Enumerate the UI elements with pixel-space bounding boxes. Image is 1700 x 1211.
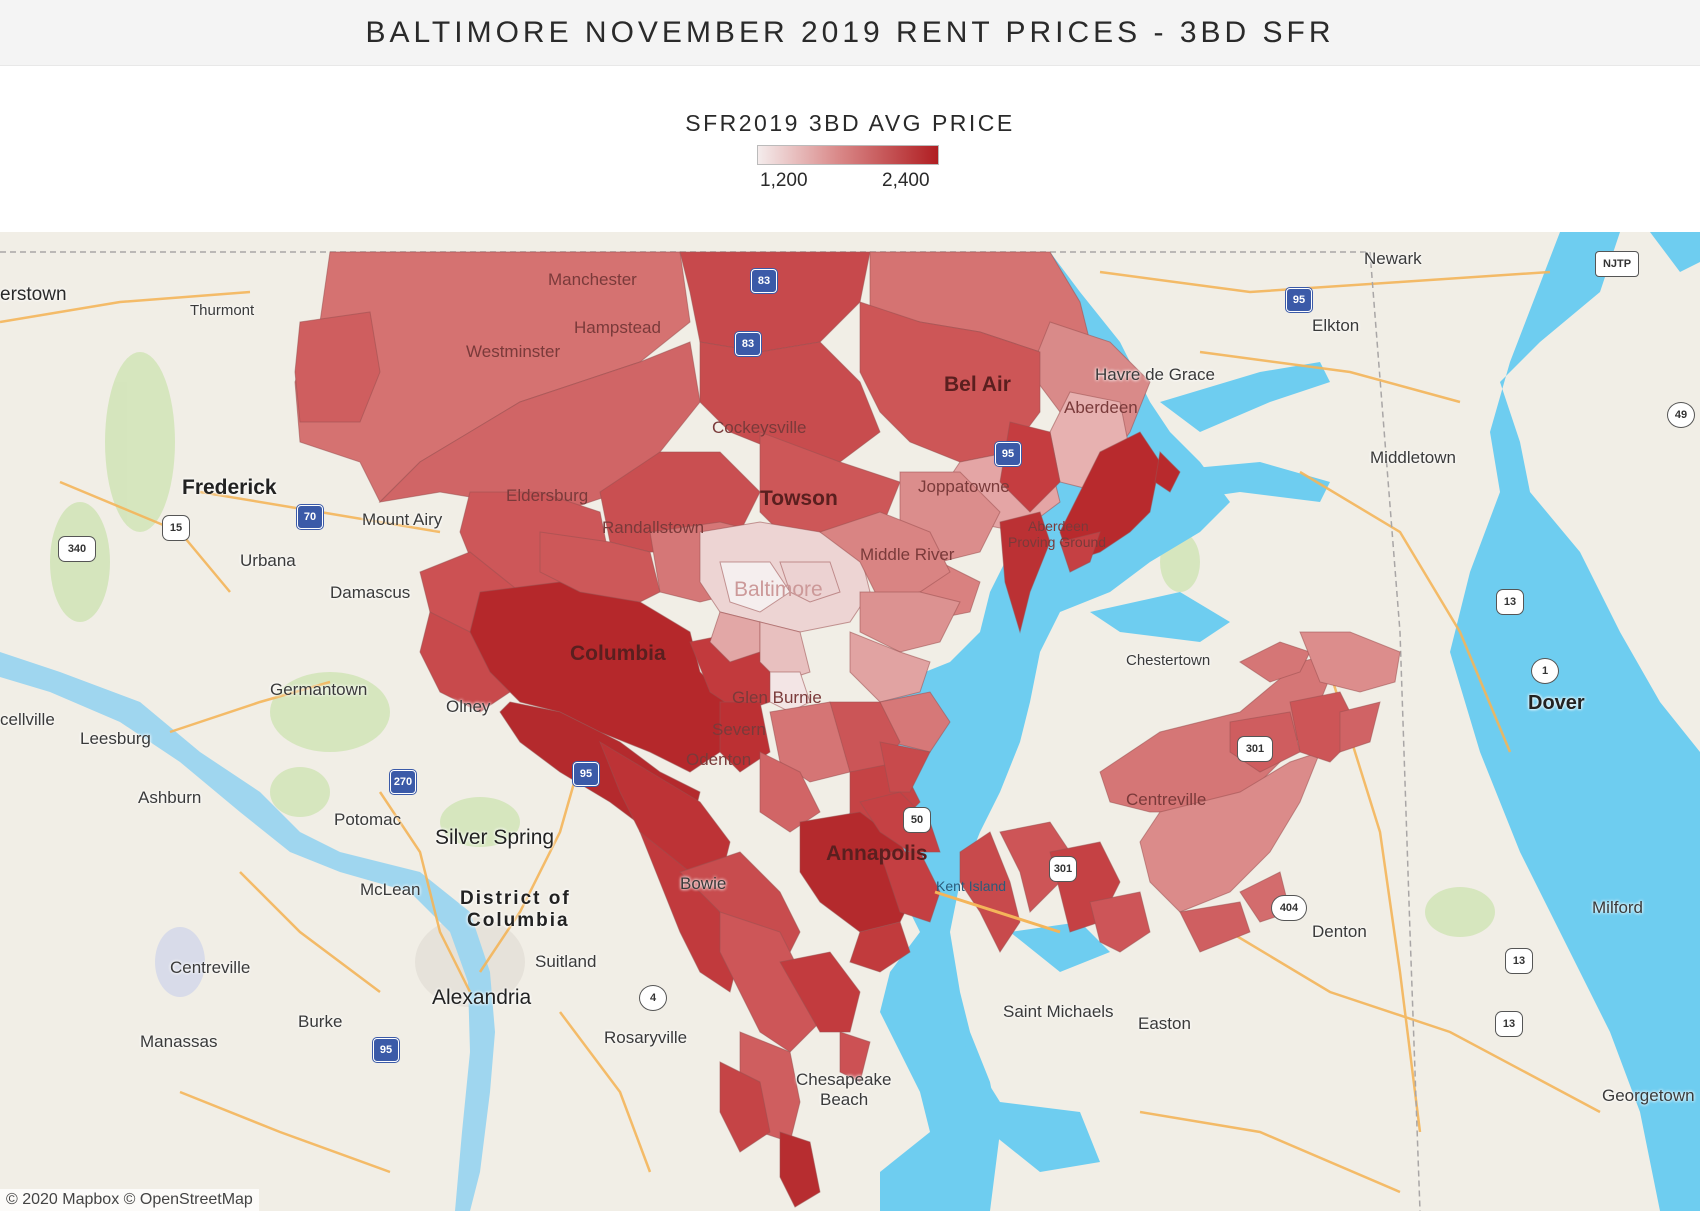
us-50-shield-icon: 50: [904, 808, 930, 832]
interstate-95-shield-icon: 95: [573, 762, 599, 786]
place-label-kent-island: Kent Island: [936, 878, 1007, 894]
place-label-bel-air: Bel Air: [944, 373, 1011, 396]
place-label-manassas: Manassas: [140, 1032, 218, 1051]
us-301-kent-shield-icon: 301: [1050, 857, 1076, 881]
place-label-centreville-md: Centreville: [1126, 790, 1207, 809]
de-1-shield-icon: 1: [1532, 659, 1558, 683]
place-label-district-line2: Columbia: [467, 910, 570, 931]
place-label-mount-airy: Mount Airy: [362, 510, 443, 529]
us-301-shield-icon: 301: [1238, 737, 1272, 761]
place-label-annapolis: Annapolis: [826, 842, 928, 865]
place-label-olney: Olney: [446, 697, 491, 716]
md-404-shield-icon: 404: [1272, 896, 1306, 920]
place-label-baltimore: Baltimore: [734, 578, 823, 601]
place-label-milford: Milford: [1592, 898, 1644, 917]
place-label-aberdeen-pg-line1: Aberdeen: [1028, 518, 1089, 534]
interstate-83-shield-icon: 83: [751, 269, 777, 293]
place-label-dover: Dover: [1528, 692, 1585, 714]
place-label-cellville: cellville: [0, 710, 55, 729]
legend-gradient-bar: [757, 145, 939, 165]
place-label-newark: Newark: [1364, 249, 1422, 268]
place-label-eldersburg: Eldersburg: [506, 486, 589, 505]
place-label-havre-de-grace: Havre de Grace: [1095, 365, 1215, 384]
place-label-randallstown: Randallstown: [602, 518, 705, 537]
place-label-suitland: Suitland: [535, 952, 597, 971]
md-4-shield-icon: 4: [640, 986, 666, 1010]
place-label-district-line1: District of: [460, 888, 571, 909]
place-label-urbana: Urbana: [240, 551, 296, 570]
place-label-silver-spring: Silver Spring: [435, 826, 555, 849]
interstate-95-ne-shield-icon: 95: [1286, 288, 1312, 312]
place-label-cockeysville: Cockeysville: [712, 418, 807, 437]
choropleth-map[interactable]: erstown Thurmont Frederick Mount Airy Ur…: [0, 232, 1700, 1211]
nj-turnpike-shield-icon: NJTP: [1596, 252, 1638, 276]
legend-title: SFR2019 3BD AVG PRICE: [685, 110, 1015, 136]
place-label-denton: Denton: [1312, 922, 1367, 941]
place-label-frederick: Frederick: [182, 476, 277, 499]
place-label-towson: Towson: [760, 487, 838, 510]
place-label-westminster: Westminster: [466, 342, 561, 361]
color-legend: SFR2019 3BD AVG PRICE 1,200 2,400: [0, 100, 1700, 220]
interstate-95-dc-shield-icon: 95: [373, 1038, 399, 1062]
us-340-shield-icon: 340: [59, 537, 95, 561]
place-label-middle-river: Middle River: [860, 545, 955, 564]
place-label-erstown: erstown: [0, 284, 67, 305]
place-label-potomac: Potomac: [334, 810, 402, 829]
us-13-south-shield-icon: 13: [1506, 949, 1532, 973]
us-15-shield-icon: 15: [163, 516, 189, 540]
place-label-leesburg: Leesburg: [80, 729, 151, 748]
place-label-middletown: Middletown: [1370, 448, 1456, 467]
place-label-alexandria: Alexandria: [432, 986, 532, 1009]
place-label-chesapeake-beach-line1: Chesapeake: [796, 1070, 892, 1089]
place-label-ashburn: Ashburn: [138, 788, 202, 807]
place-label-chestertown: Chestertown: [1126, 652, 1211, 669]
place-label-easton: Easton: [1138, 1014, 1191, 1033]
place-label-glen-burnie: Glen Burnie: [732, 688, 822, 707]
place-label-chesapeake-beach-line2: Beach: [820, 1090, 869, 1109]
dashboard-title-bar: BALTIMORE NOVEMBER 2019 RENT PRICES - 3B…: [0, 0, 1700, 66]
interstate-70-shield-icon: 70: [297, 505, 323, 529]
interstate-270-shield-icon: 270: [390, 770, 416, 794]
place-label-columbia: Columbia: [570, 642, 666, 665]
place-label-manchester: Manchester: [548, 270, 637, 289]
dashboard-title: BALTIMORE NOVEMBER 2019 RENT PRICES - 3B…: [365, 15, 1335, 49]
place-label-burke: Burke: [298, 1012, 343, 1031]
place-label-severn: Severn: [712, 720, 766, 739]
place-label-mclean: McLean: [360, 880, 421, 899]
us-13-sussex-shield-icon: 13: [1496, 1012, 1522, 1036]
de-49-shield-icon: 49: [1668, 403, 1694, 427]
interstate-83-mid-shield-icon: 83: [735, 332, 761, 356]
place-label-joppatowne: Joppatowne: [918, 477, 1010, 496]
place-label-rosaryville: Rosaryville: [604, 1028, 688, 1047]
map-basemap: [0, 232, 1700, 1211]
place-label-odenton: Odenton: [686, 750, 752, 769]
map-attribution[interactable]: © 2020 Mapbox © OpenStreetMap: [0, 1189, 259, 1211]
place-label-aberdeen-pg-line2: Proving Ground: [1008, 534, 1107, 550]
place-label-hampstead: Hampstead: [574, 318, 661, 337]
place-label-centreville-va: Centreville: [170, 958, 251, 977]
place-label-germantown: Germantown: [270, 680, 368, 699]
place-label-elkton: Elkton: [1312, 316, 1360, 335]
place-label-damascus: Damascus: [330, 583, 411, 602]
us-13-shield-icon: 13: [1497, 590, 1523, 614]
place-label-aberdeen: Aberdeen: [1064, 398, 1138, 417]
place-label-thurmont: Thurmont: [190, 302, 255, 319]
legend-max-label: 2,400: [882, 170, 930, 191]
place-label-bowie: Bowie: [680, 874, 727, 893]
interstate-95-belair-shield-icon: 95: [995, 442, 1021, 466]
place-label-saint-michaels: Saint Michaels: [1003, 1002, 1114, 1021]
place-label-georgetown: Georgetown: [1602, 1086, 1695, 1105]
legend-min-label: 1,200: [760, 170, 808, 191]
